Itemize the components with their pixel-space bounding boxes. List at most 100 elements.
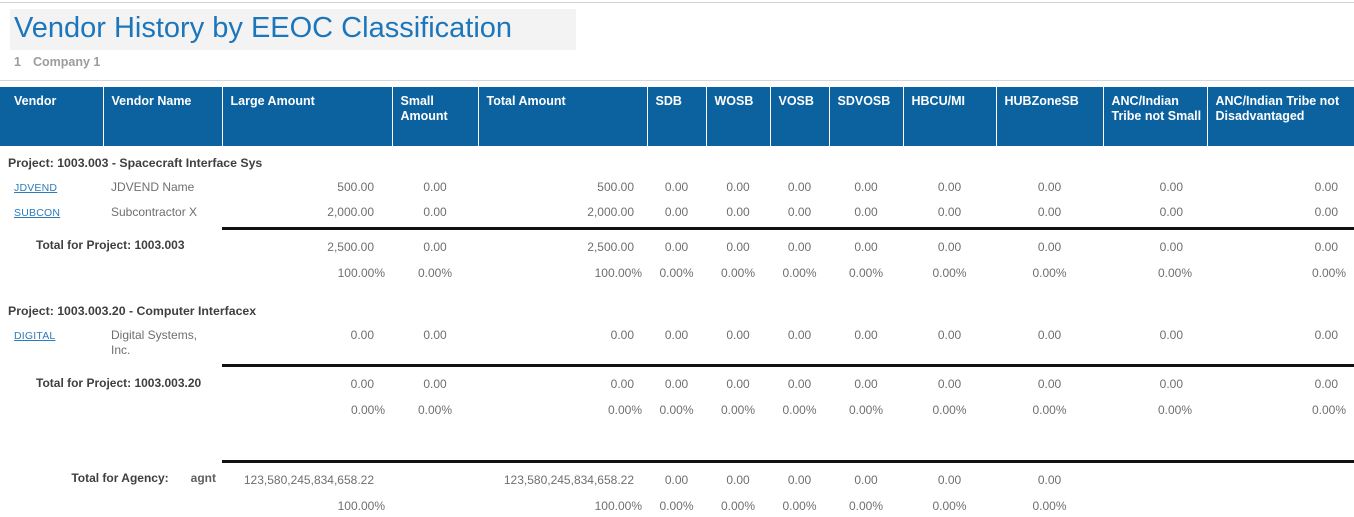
amount-cell: 0.00 <box>726 327 750 342</box>
vendor-row: SUBCON Subcontractor X 2,000.00 0.00 2,000.0… <box>0 199 1354 224</box>
percent-cell: 0.00% <box>1157 265 1192 280</box>
vendor-row: JDVEND JDVEND Name 500.00 0.00 500.00 0.00 0.0… <box>0 174 1354 199</box>
section-rule <box>222 457 1354 463</box>
total-amount-cell: 0.00 <box>787 239 812 254</box>
total-amount-cell: 0.00 <box>854 239 878 254</box>
percent-cell: 100.00% <box>337 265 385 280</box>
percent-cell: 0.00% <box>720 403 756 417</box>
project-percent-row: 100.00% 0.00% 100.00% 0.00% 0.00% 0.00% 0.00% 0… <box>0 258 1354 284</box>
agency-total-label-cell: Total for Agency: agnt <box>0 461 222 491</box>
project-total-row: Total for Project: 1003.003 2,500.00 0.00 2… <box>0 228 1354 258</box>
amount-cell: 0.00 <box>664 327 689 342</box>
amount-cell: 0.00 <box>854 327 878 342</box>
vendor-link[interactable]: SUBCON <box>14 207 61 219</box>
percent-label-cell <box>0 258 222 284</box>
project-total-label: Total for Project: 1003.003 <box>36 238 185 252</box>
company-index: 1 <box>14 55 21 69</box>
agency-amount-cell: 0.00 <box>937 472 962 487</box>
top-divider <box>0 2 1354 3</box>
percent-cell: 0.00% <box>782 403 817 417</box>
col-header-total-amount: Total Amount <box>478 87 648 146</box>
spacer-row <box>0 421 1354 435</box>
amount-cell: 0.00 <box>1037 205 1062 219</box>
total-amount-cell: 0.00 <box>664 239 689 254</box>
project-header-row: Project: 1003.003.20 - Computer Interfac… <box>0 298 1354 322</box>
vendor-history-table: Vendor Vendor Name Large Amount Small Amoun… <box>0 87 1354 517</box>
percent-cell: 0.00% <box>848 265 884 280</box>
percent-cell: 0.00% <box>1311 403 1346 417</box>
amount-cell: 0.00 <box>423 180 447 194</box>
percent-cell: 0.00% <box>350 403 385 417</box>
percent-cell: 0.00% <box>932 265 967 280</box>
col-header-sdvosb: SDVOSB <box>829 87 904 146</box>
section-rule-row <box>0 457 1354 463</box>
amount-cell: 0.00 <box>1314 205 1338 219</box>
header-divider <box>0 80 1354 81</box>
col-header-anc-indian-tribe-not-small: ANC/Indian Tribe not Small <box>1103 87 1208 146</box>
amount-cell: 2,000.00 <box>587 205 634 219</box>
agency-amount-cell: 0.00 <box>664 472 689 487</box>
agency-percent-cell: 100.00% <box>337 498 385 513</box>
percent-cell: 0.00% <box>782 265 817 280</box>
total-amount-cell: 0.00 <box>1159 239 1183 254</box>
project-label: Project: 1003.003.20 - Computer Interfac… <box>8 303 257 318</box>
agency-total-row: Total for Agency: agnt 123,580,245,834,658… <box>0 461 1354 491</box>
amount-cell: 0.00 <box>1314 180 1338 194</box>
spacer-row <box>0 284 1354 298</box>
percent-cell: 0.00% <box>417 403 453 417</box>
total-amount-cell: 0.00 <box>1037 377 1062 391</box>
total-amount-cell: 2,500.00 <box>327 239 374 254</box>
agency-percent-cell <box>1207 491 1354 517</box>
agency-percent-row: 100.00% 100.00% 0.00% 0.00% 0.00% 0.00% 0.00% 0… <box>0 491 1354 517</box>
percent-cell: 0.00% <box>720 265 756 280</box>
total-amount-cell: 0.00 <box>854 377 878 391</box>
amount-cell: 0.00 <box>854 180 878 194</box>
amount-cell: 0.00 <box>726 180 750 194</box>
amount-cell: 500.00 <box>337 180 374 194</box>
col-header-large-amount: Large Amount <box>222 87 393 146</box>
agency-amount-cell <box>392 461 478 491</box>
agency-percent-cell: 0.00% <box>932 498 967 513</box>
amount-cell: 0.00 <box>787 205 812 219</box>
amount-cell: 0.00 <box>1159 180 1183 194</box>
col-header-hbcu-mi: HBCU/MI <box>903 87 997 146</box>
project-percent-row: 0.00% 0.00% 0.00% 0.00% 0.00% 0.00% 0.00% 0.00%… <box>0 395 1354 421</box>
amount-cell: 0.00 <box>423 205 447 219</box>
project-total-row: Total for Project: 1003.003.20 0.00 0.00 0.… <box>0 366 1354 396</box>
amount-cell: 2,000.00 <box>327 205 374 219</box>
agency-total-label: Total for Agency: <box>71 471 169 485</box>
agency-percent-cell: 0.00% <box>1032 498 1067 513</box>
vendor-link[interactable]: DIGITAL <box>14 329 56 342</box>
col-header-hubzonesb: HUBZoneSB <box>996 87 1104 146</box>
amount-cell: 0.00 <box>1159 327 1183 342</box>
amount-cell: 0.00 <box>1037 327 1062 342</box>
vendor-code-cell[interactable]: SUBCON <box>0 199 103 224</box>
percent-cell: 0.00% <box>417 265 453 280</box>
amount-cell: 0.00 <box>854 205 878 219</box>
vendor-code-cell[interactable]: DIGITAL <box>0 322 103 362</box>
percent-cell: 0.00% <box>1032 265 1067 280</box>
company-name: Company 1 <box>32 55 101 69</box>
amount-cell: 0.00 <box>423 327 447 342</box>
amount-cell: 0.00 <box>610 327 634 342</box>
agency-amount-cell: 0.00 <box>854 472 878 487</box>
amount-cell: 0.00 <box>350 327 374 342</box>
total-amount-cell: 0.00 <box>937 239 962 254</box>
total-amount-cell: 0.00 <box>726 239 750 254</box>
amount-cell: 0.00 <box>787 180 812 194</box>
amount-cell: 500.00 <box>597 180 634 194</box>
agency-amount-cell <box>1103 461 1207 491</box>
col-header-anc-indian-tribe-not-disadvantaged: ANC/Indian Tribe not Disadvantaged <box>1207 87 1354 146</box>
total-amount-cell: 0.00 <box>664 377 689 391</box>
amount-cell: 0.00 <box>1314 327 1338 342</box>
agency-percent-cell: 0.00% <box>720 498 756 513</box>
agency-amount-cell: 0.00 <box>726 472 750 487</box>
total-amount-cell: 0.00 <box>1314 377 1338 391</box>
section-rule-row <box>0 361 1354 367</box>
percent-cell: 100.00% <box>594 265 642 280</box>
vendor-code-cell[interactable]: JDVEND <box>0 174 103 199</box>
amount-cell: 0.00 <box>726 205 750 219</box>
vendor-link[interactable]: JDVEND <box>14 182 58 194</box>
total-amount-cell: 0.00 <box>423 239 447 254</box>
